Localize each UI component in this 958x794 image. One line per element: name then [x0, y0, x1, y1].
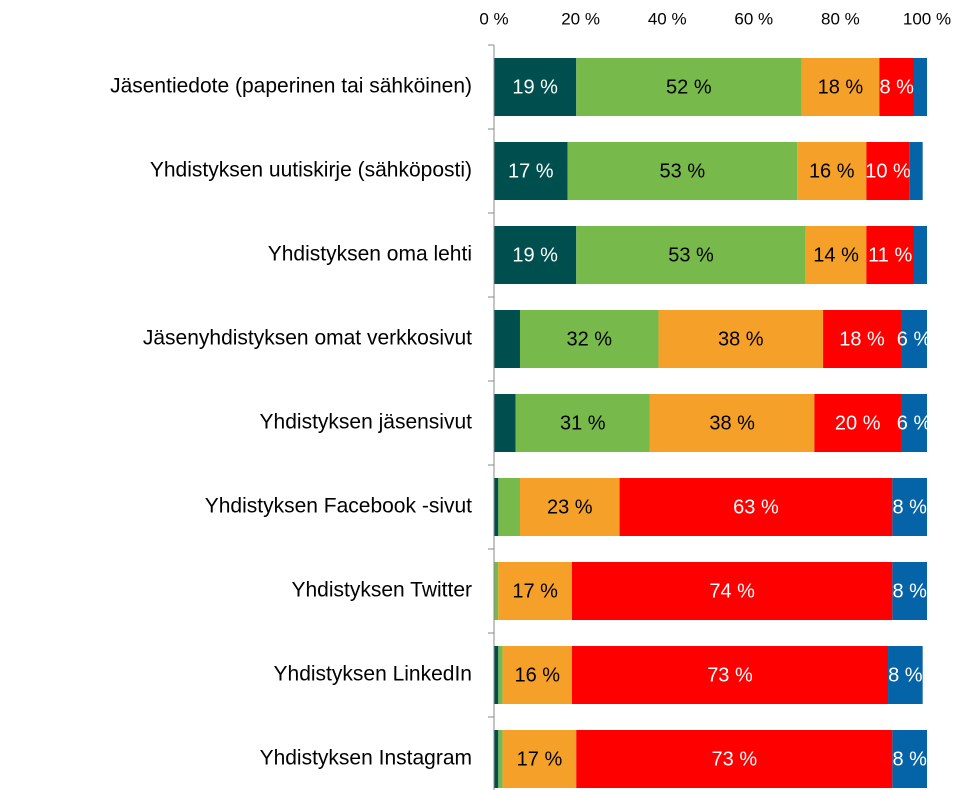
bar-segment	[892, 478, 927, 536]
value-label: 10 %	[865, 160, 911, 182]
bar-segment	[892, 730, 927, 788]
bar-segment	[914, 58, 927, 116]
bar-segment	[914, 226, 927, 284]
value-label: 53 %	[660, 160, 706, 182]
x-tick-label: 40 %	[648, 9, 687, 28]
value-label: 19 %	[512, 244, 558, 266]
category-label: Yhdistyksen LinkedIn	[274, 663, 472, 686]
bar-segment	[494, 394, 516, 452]
category-label: Yhdistyksen Twitter	[291, 579, 472, 602]
bar-segment	[498, 562, 572, 620]
value-label: 16 %	[515, 664, 561, 686]
value-label: 63 %	[733, 496, 779, 518]
category-label: Yhdistyksen Instagram	[260, 747, 472, 770]
value-label: 17 %	[508, 160, 554, 182]
bar-segment	[494, 226, 577, 284]
value-label: 11 %	[868, 244, 912, 266]
value-label: 73 %	[712, 748, 758, 770]
bar-segment	[901, 310, 927, 368]
bar-segment	[519, 478, 620, 536]
x-tick-label: 80 %	[821, 9, 860, 28]
value-label: 38 %	[718, 328, 764, 350]
value-label: 74 %	[709, 580, 755, 602]
bar-segment	[494, 562, 499, 620]
value-label: 6 %	[897, 328, 932, 350]
bar-segment	[909, 142, 923, 200]
bar-segment	[576, 226, 806, 284]
bar-segment	[494, 310, 520, 368]
x-tick-label: 20 %	[561, 9, 600, 28]
value-label: 8 %	[892, 748, 927, 770]
bar-segment	[797, 142, 867, 200]
bar-segment	[892, 562, 927, 620]
bar-segment	[619, 478, 893, 536]
bar-segment	[494, 730, 499, 788]
bar-segment	[502, 730, 577, 788]
value-label: 52 %	[666, 76, 712, 98]
category-label: Jäsentiedote (paperinen tai sähköinen)	[110, 75, 472, 98]
category-label: Yhdistyksen jäsensivut	[260, 411, 473, 434]
x-tick-label: 60 %	[734, 9, 773, 28]
category-label: Jäsenyhdistyksen omat verkkosivut	[143, 327, 472, 350]
category-label: Yhdistyksen Facebook -sivut	[205, 495, 472, 518]
bar-segment	[866, 142, 910, 200]
category-label: Yhdistyksen oma lehti	[268, 243, 472, 266]
bar-segment	[494, 58, 577, 116]
bar-segment	[494, 646, 499, 704]
value-label: 31 %	[560, 412, 606, 434]
bar-segment	[498, 646, 503, 704]
bar-segment	[498, 730, 503, 788]
x-tick-label: 100 %	[903, 9, 951, 28]
bar-segment	[805, 226, 867, 284]
bar-segment	[502, 646, 572, 704]
bar-segment	[901, 394, 927, 452]
value-label: 18 %	[839, 328, 885, 350]
value-label: 8 %	[892, 496, 927, 518]
value-label: 19 %	[512, 76, 558, 98]
bar-segment	[567, 142, 798, 200]
bar-segment	[519, 310, 659, 368]
value-label: 32 %	[566, 328, 612, 350]
bar-segment	[576, 58, 802, 116]
bar-segment	[498, 478, 520, 536]
category-label: Yhdistyksen uutiskirje (sähköposti)	[150, 159, 472, 182]
bar-segment	[494, 142, 568, 200]
bar-segment	[888, 646, 923, 704]
x-tick-label: 0 %	[479, 9, 508, 28]
value-label: 8 %	[879, 76, 914, 98]
value-label: 23 %	[547, 496, 593, 518]
bar-segment	[576, 730, 893, 788]
value-label: 8 %	[892, 580, 927, 602]
value-label: 18 %	[818, 76, 864, 98]
bar-segment	[571, 646, 889, 704]
value-label: 14 %	[813, 244, 859, 266]
bar-segment	[494, 478, 499, 536]
bar-segment	[866, 226, 915, 284]
value-label: 20 %	[835, 412, 881, 434]
bar-segment	[801, 58, 880, 116]
value-label: 16 %	[809, 160, 855, 182]
bar-segment	[823, 310, 902, 368]
value-label: 8 %	[888, 664, 923, 686]
bar-segment	[814, 394, 902, 452]
value-label: 73 %	[707, 664, 753, 686]
bar-segment	[515, 394, 650, 452]
bar-segment	[879, 58, 915, 116]
value-label: 17 %	[517, 748, 563, 770]
value-label: 53 %	[668, 244, 714, 266]
bar-segment	[571, 562, 893, 620]
value-label: 6 %	[897, 412, 932, 434]
bar-segment	[658, 310, 824, 368]
value-label: 38 %	[709, 412, 755, 434]
value-label: 17 %	[512, 580, 558, 602]
bar-segment	[649, 394, 815, 452]
